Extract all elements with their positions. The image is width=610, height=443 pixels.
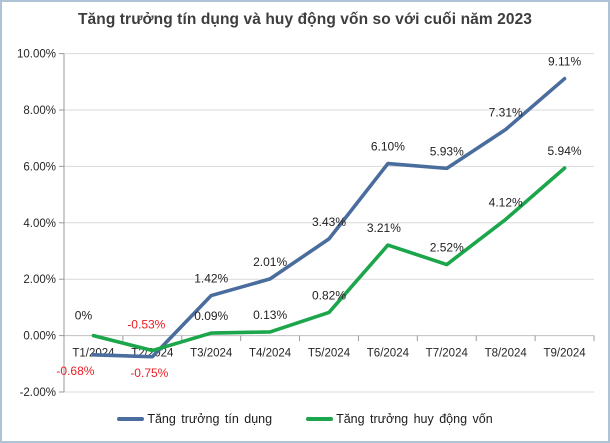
data-label-huy-dong-von: 0%: [75, 309, 93, 323]
data-label-huy-dong-von: 0.09%: [194, 309, 228, 323]
data-label-huy-dong-von: 2.52%: [430, 241, 464, 255]
y-tick-label: 0.00%: [23, 331, 56, 343]
series-line-huy-dong-von: [91, 166, 567, 353]
legend-label-huy-dong-von: Tăng trưởng huy động vốn: [336, 412, 493, 426]
series-line-tin-dung: [91, 76, 567, 359]
x-tick-label: T6/2024: [367, 348, 410, 360]
legend-item-tin-dung: Tăng trưởng tín dụng: [117, 412, 272, 426]
data-label-huy-dong-von: 0.13%: [253, 308, 287, 322]
legend-line-blue-icon: [117, 417, 145, 421]
chart-legend: Tăng trưởng tín dụng Tăng trưởng huy độn…: [2, 412, 608, 426]
y-tick-label: -2.00%: [20, 387, 56, 399]
data-label-huy-dong-von: 3.21%: [367, 221, 401, 235]
data-label-huy-dong-von: 4.12%: [489, 195, 523, 209]
x-tick-label: T5/2024: [308, 348, 351, 360]
data-label-huy-dong-von: 5.94%: [548, 144, 582, 158]
x-tick-label: T9/2024: [543, 348, 586, 360]
chart-title: Tăng trưởng tín dụng và huy động vốn so …: [77, 11, 533, 28]
data-label-huy-dong-von: 0.82%: [312, 288, 346, 302]
y-tick-label: 8.00%: [23, 105, 56, 117]
data-label-tin-dung: 1.42%: [194, 272, 228, 286]
data-label-tin-dung: 3.43%: [312, 215, 346, 229]
data-label-tin-dung: 5.93%: [430, 144, 464, 158]
x-tick-label: T8/2024: [485, 348, 528, 360]
legend-item-huy-dong-von: Tăng trưởng huy động vốn: [306, 412, 493, 426]
legend-line-green-icon: [306, 417, 334, 421]
data-label-huy-dong-von: -0.53%: [127, 318, 165, 332]
data-label-tin-dung: 6.10%: [371, 140, 405, 154]
data-label-tin-dung: 7.31%: [489, 105, 523, 119]
data-label-tin-dung: -0.75%: [130, 366, 168, 380]
data-label-tin-dung: 9.11%: [548, 55, 581, 69]
x-tick-label: T4/2024: [249, 348, 292, 360]
x-tick-label: T3/2024: [190, 348, 233, 360]
y-tick-label: 6.00%: [23, 161, 56, 173]
y-tick-label: 2.00%: [23, 274, 56, 286]
data-label-tin-dung: 2.01%: [253, 255, 287, 269]
data-label-tin-dung: -0.68%: [56, 364, 94, 378]
y-tick-label: 10.00%: [17, 49, 56, 61]
x-tick-label: T7/2024: [426, 348, 469, 360]
y-tick-label: 4.00%: [23, 218, 56, 230]
legend-label-tin-dung: Tăng trưởng tín dụng: [147, 412, 273, 426]
